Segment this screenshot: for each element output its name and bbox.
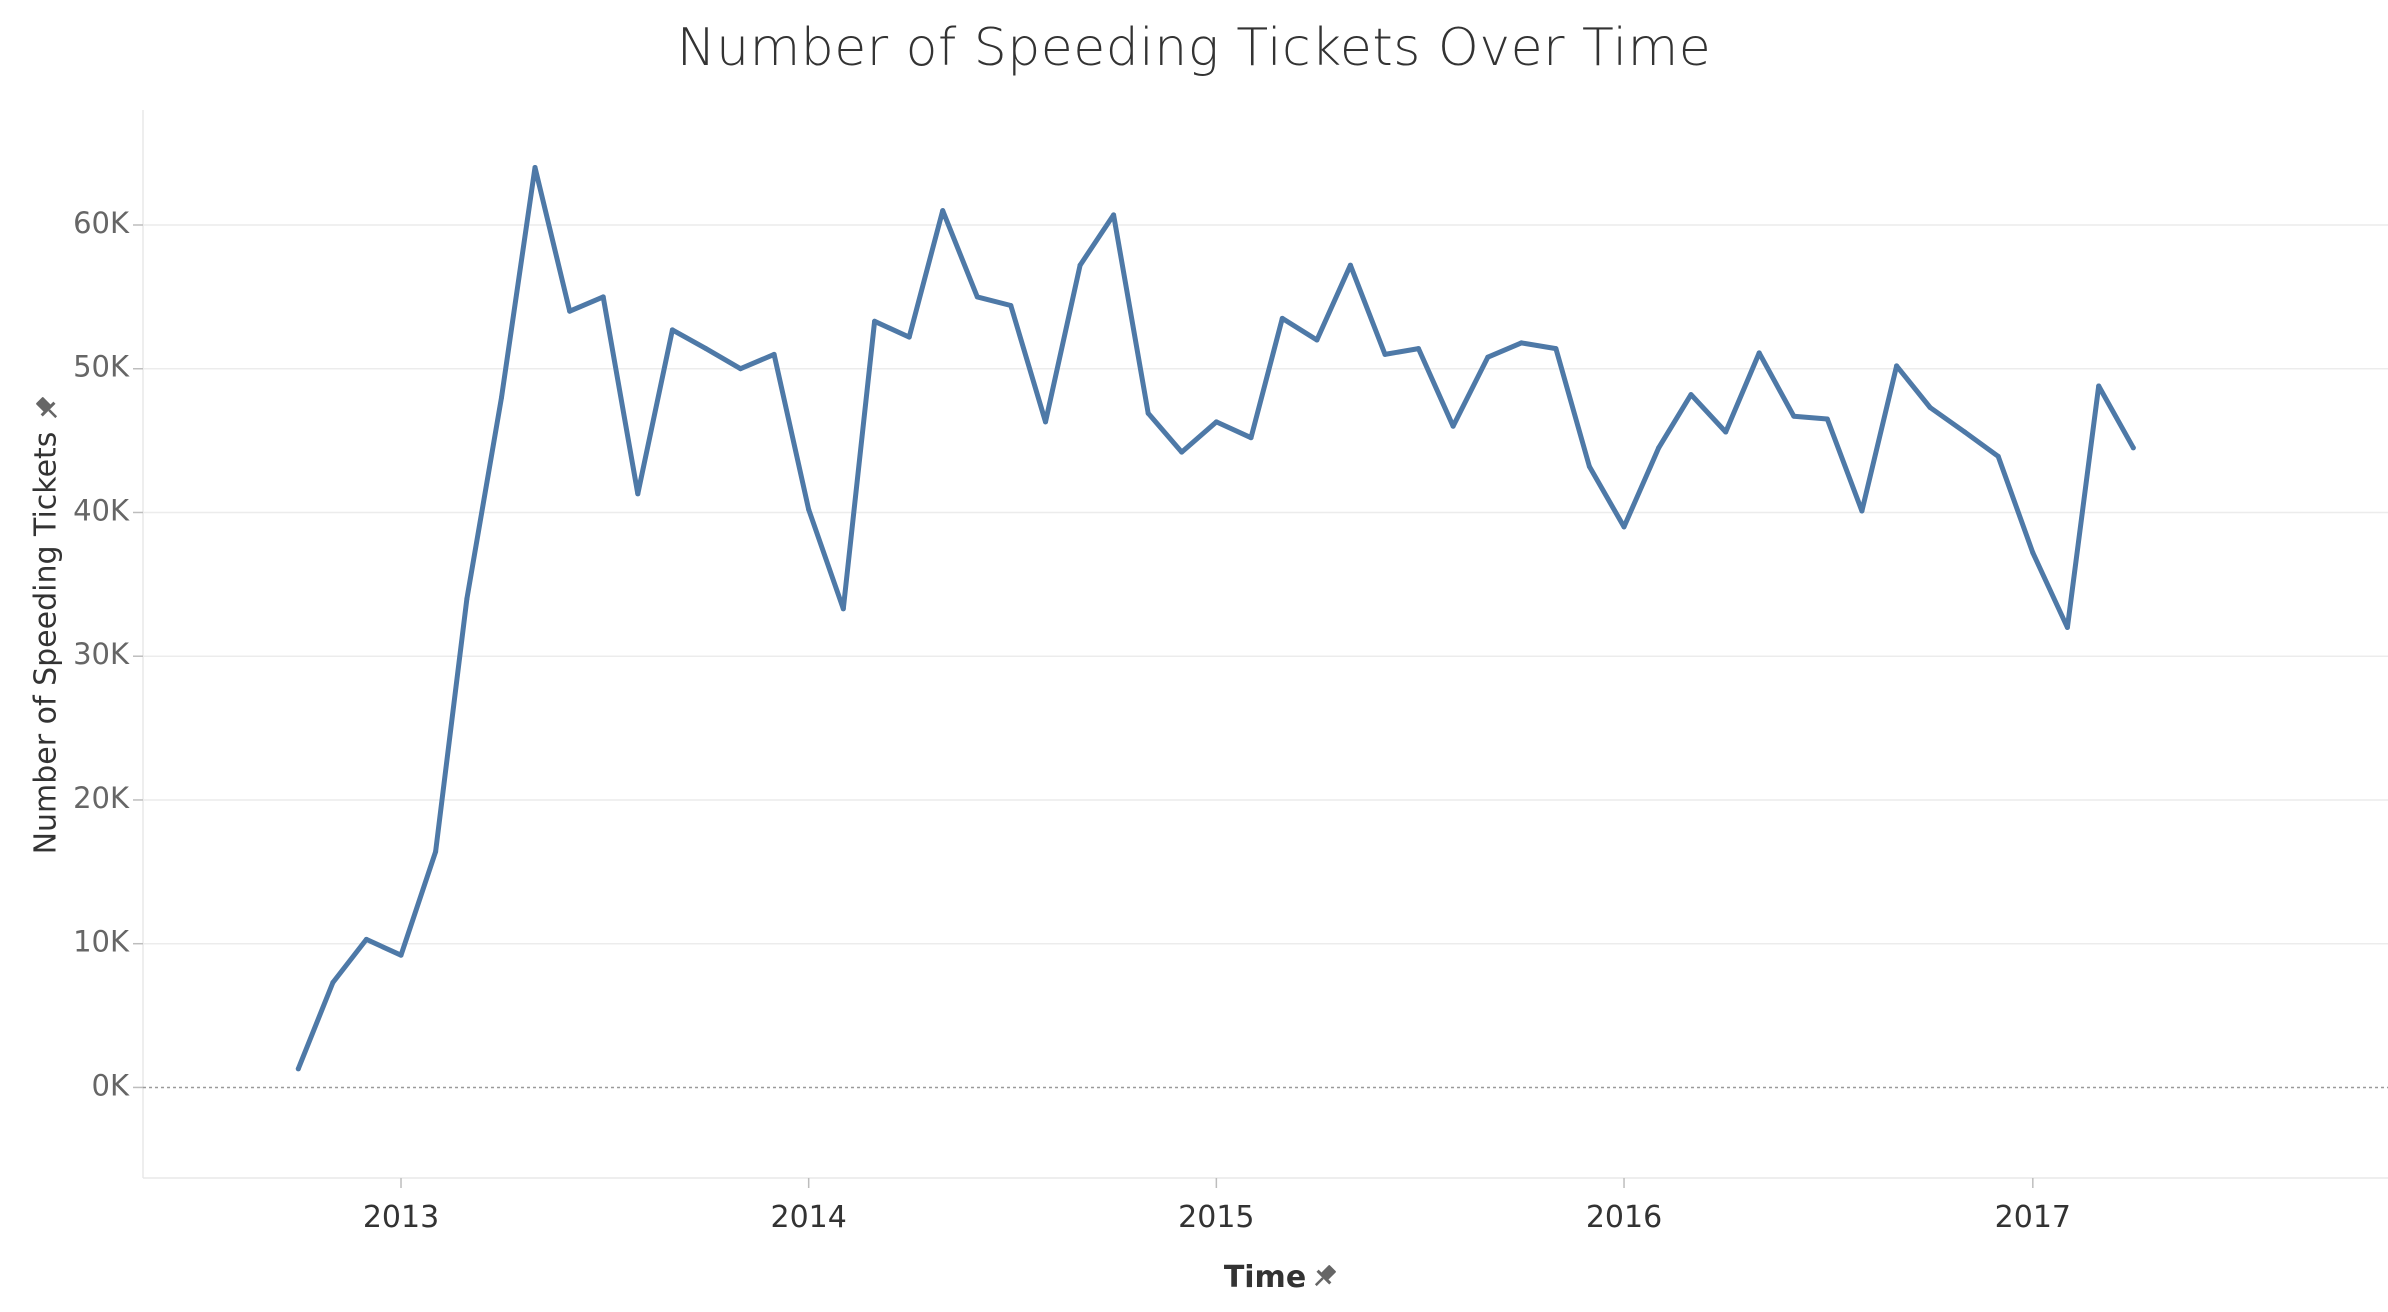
data-point[interactable] <box>1111 212 1117 218</box>
y-axis-ticks: 0K 10K 20K 30K 40K 50K 60K <box>73 206 143 1102</box>
x-tick-label: 2017 <box>1995 1200 2071 1235</box>
data-point[interactable] <box>499 395 504 400</box>
data-point[interactable] <box>1995 453 2001 459</box>
data-point[interactable] <box>1416 346 1421 352</box>
data-point[interactable] <box>1518 340 1524 346</box>
data-points <box>295 165 2136 1072</box>
data-point[interactable] <box>940 208 946 214</box>
data-point[interactable] <box>2096 383 2102 389</box>
data-point[interactable] <box>600 294 606 300</box>
data-point[interactable] <box>1586 464 1592 469</box>
data-point[interactable] <box>974 294 980 300</box>
data-point[interactable] <box>2030 550 2036 556</box>
data-point[interactable] <box>1553 346 1559 352</box>
y-axis-title: Number of Speeding Tickets <box>29 432 64 855</box>
data-point[interactable] <box>738 366 743 372</box>
data-point[interactable] <box>464 596 470 602</box>
data-point[interactable] <box>806 507 812 513</box>
data-point[interactable] <box>398 952 404 958</box>
data-point[interactable] <box>1656 445 1662 451</box>
data-point[interactable] <box>1688 392 1694 398</box>
data-point[interactable] <box>330 980 336 985</box>
y-tick-label: 10K <box>73 925 130 959</box>
data-point[interactable] <box>1043 419 1048 425</box>
data-point[interactable] <box>1894 363 1900 369</box>
data-point[interactable] <box>1723 429 1729 435</box>
data-point[interactable] <box>1962 429 1968 435</box>
data-point[interactable] <box>1621 524 1627 530</box>
data-point[interactable] <box>363 936 369 942</box>
y-tick-label: 60K <box>73 206 130 240</box>
x-axis-ticks: 2013 2014 2015 2016 2017 <box>363 1178 2071 1235</box>
data-point[interactable] <box>1859 508 1865 514</box>
x-axis-pin-icon[interactable] <box>1309 1262 1339 1292</box>
series-line <box>295 165 2136 1072</box>
y-tick-label: 20K <box>73 781 130 815</box>
gridlines <box>143 224 2388 1089</box>
data-point[interactable] <box>1382 351 1388 357</box>
data-point[interactable] <box>703 346 709 352</box>
data-point[interactable] <box>906 334 912 340</box>
data-point[interactable] <box>433 849 439 855</box>
data-point[interactable] <box>1213 419 1219 425</box>
x-tick-label: 2013 <box>363 1200 439 1235</box>
y-axis-title-group: Number of Speeding Tickets <box>29 394 64 855</box>
data-point[interactable] <box>1756 350 1762 356</box>
x-axis-title: Time <box>1224 1260 1306 1295</box>
data-point[interactable] <box>2130 445 2136 451</box>
data-point[interactable] <box>872 318 878 324</box>
data-point[interactable] <box>1179 449 1185 455</box>
data-point[interactable] <box>567 308 573 314</box>
data-point[interactable] <box>1791 413 1797 419</box>
data-point[interactable] <box>1145 410 1151 416</box>
data-point[interactable] <box>1450 423 1456 429</box>
data-point[interactable] <box>771 351 777 357</box>
data-point[interactable] <box>1314 337 1320 343</box>
x-tick-label: 2016 <box>1586 1200 1662 1235</box>
y-axis-pin-icon[interactable] <box>33 394 63 424</box>
data-point[interactable] <box>669 327 675 333</box>
data-point[interactable] <box>2064 625 2070 630</box>
y-tick-label: 0K <box>92 1068 130 1102</box>
x-tick-label: 2015 <box>1178 1200 1254 1235</box>
y-tick-label: 50K <box>73 350 130 384</box>
x-tick-label: 2014 <box>771 1200 847 1235</box>
data-point[interactable] <box>1077 262 1083 268</box>
data-point[interactable] <box>840 606 846 612</box>
data-point[interactable] <box>532 165 538 170</box>
data-point[interactable] <box>1824 416 1830 422</box>
data-point[interactable] <box>1927 405 1933 410</box>
data-point[interactable] <box>1008 303 1014 308</box>
data-point[interactable] <box>1248 435 1254 441</box>
data-point[interactable] <box>1485 354 1491 360</box>
data-point[interactable] <box>635 491 641 497</box>
data-point[interactable] <box>1347 262 1353 268</box>
data-point[interactable] <box>295 1066 301 1072</box>
y-tick-label: 30K <box>73 637 130 671</box>
chart-title: Number of Speeding Tickets Over Time <box>676 18 1712 78</box>
data-point[interactable] <box>1279 315 1285 321</box>
y-tick-label: 40K <box>73 493 130 527</box>
